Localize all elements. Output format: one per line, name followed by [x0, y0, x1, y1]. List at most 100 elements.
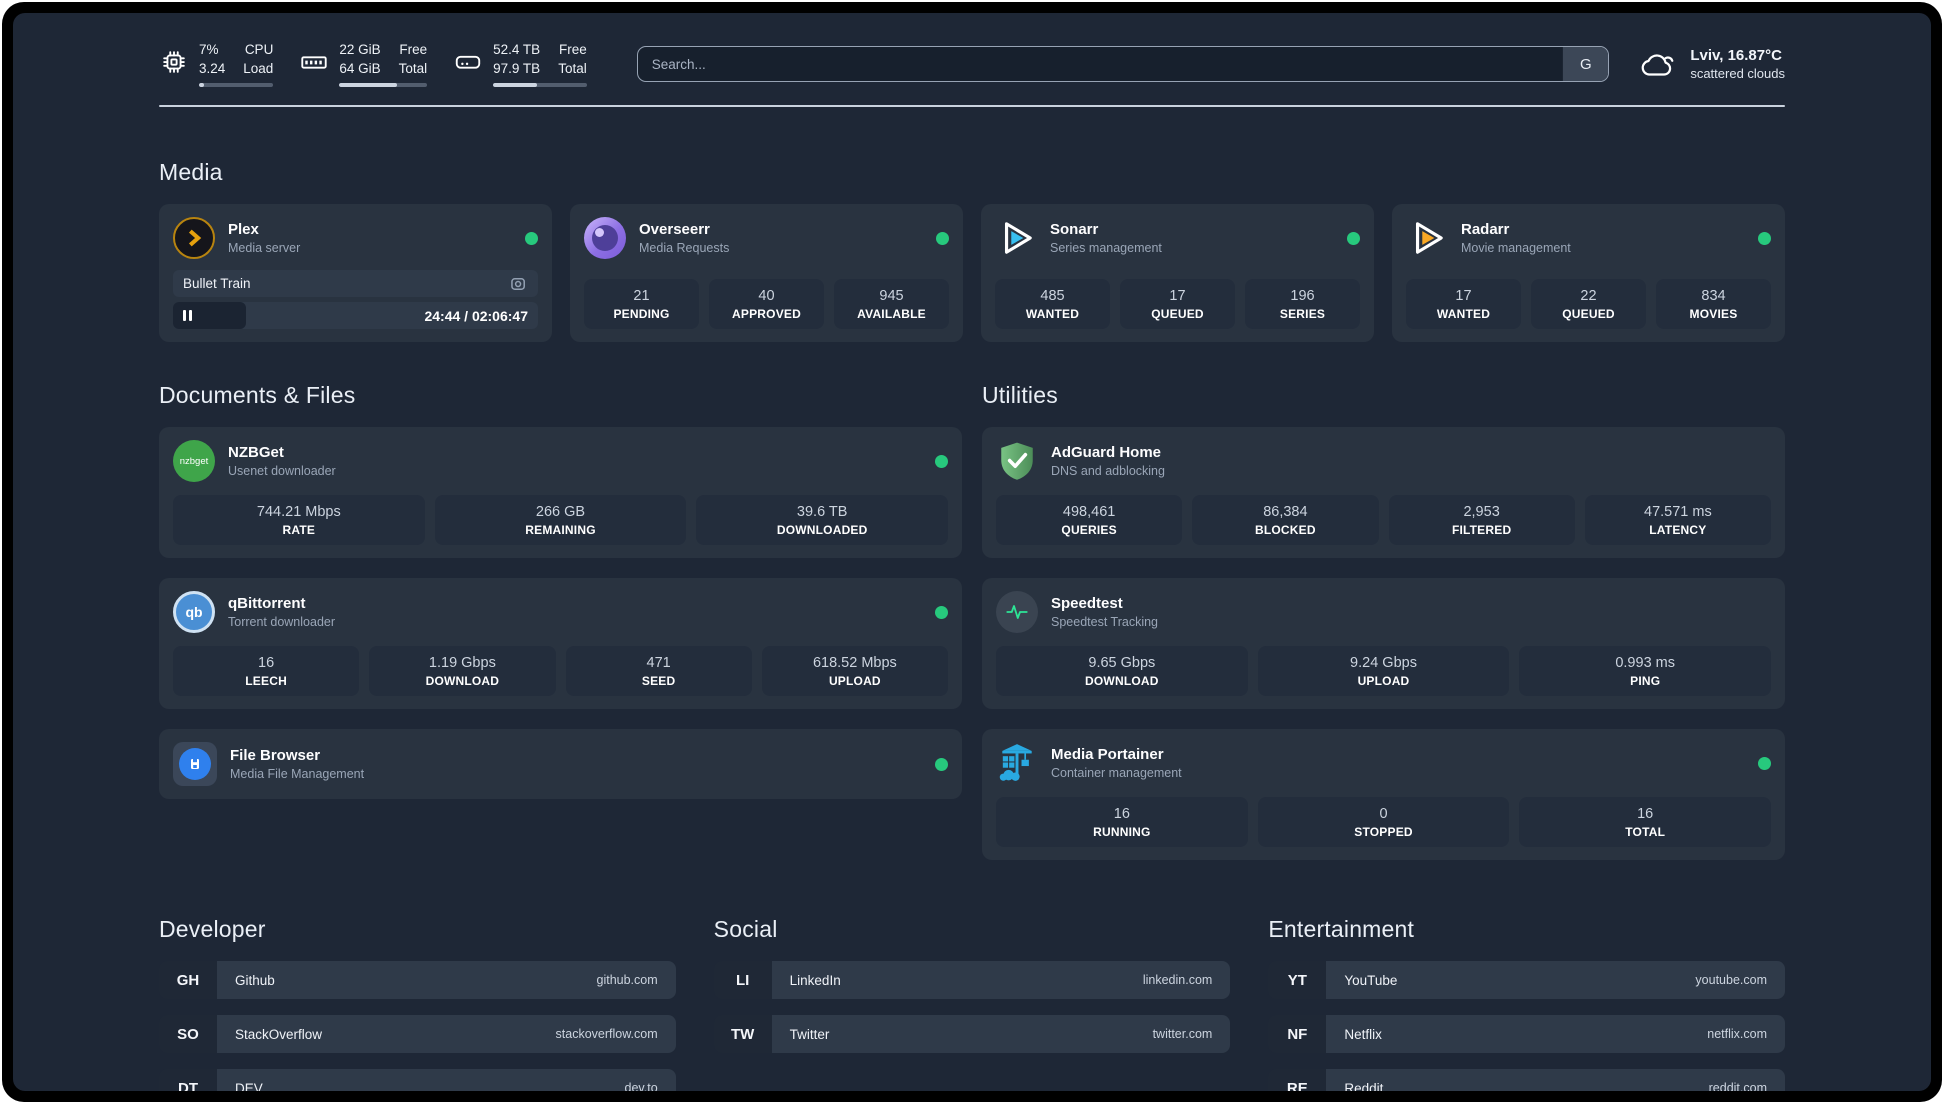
qbittorrent-icon: qb [173, 591, 215, 633]
service-card-portainer[interactable]: Media Portainer Container management 16 R… [982, 729, 1785, 860]
bookmark-name: Reddit [1344, 1080, 1384, 1092]
stat-wanted: 17 WANTED [1406, 279, 1521, 329]
bookmark-abbr: SO [159, 1015, 217, 1053]
memory-total-label: Total [398, 61, 428, 76]
memory-total-value: 64 GiB [339, 61, 381, 76]
bookmark-youtube[interactable]: YT YouTube youtube.com [1268, 961, 1785, 999]
service-card-adguard[interactable]: AdGuard Home DNS and adblocking 498,461 Q… [982, 427, 1785, 558]
bookmark-url: stackoverflow.com [555, 1027, 658, 1041]
bookmark-name: StackOverflow [235, 1026, 323, 1042]
weather-location: Lviv, 16.87°C [1690, 47, 1782, 64]
bookmark-name: LinkedIn [789, 972, 841, 988]
bookmark-abbr: RE [1268, 1069, 1327, 1091]
service-title: Radarr [1461, 221, 1510, 238]
stat-stopped: 0 STOPPED [1257, 797, 1510, 847]
search-input[interactable] [637, 47, 1563, 81]
service-subtitle: Media server [228, 241, 301, 255]
bookmark-name: YouTube [1344, 972, 1398, 988]
stat-queries: 498,461 QUERIES [996, 495, 1183, 545]
stat-available: 945 AVAILABLE [834, 279, 949, 329]
pause-button[interactable] [183, 310, 192, 321]
bookmark-stackoverflow[interactable]: SO StackOverflow stackoverflow.com [159, 1015, 676, 1053]
stat-ping: 0.993 ms PING [1519, 646, 1772, 696]
bookmark-abbr: DT [159, 1069, 217, 1091]
media-grid: Plex Media server Bullet Train 24:44 / 0… [159, 204, 1785, 342]
now-playing-strip: Bullet Train [173, 270, 538, 297]
stat-leech: 16 LEECH [173, 646, 360, 696]
service-card-nzbget[interactable]: nzbget NZBGet Usenet downloader 744.21 M… [159, 427, 962, 558]
cpu-icon [163, 51, 185, 74]
stat-approved: 40 APPROVED [709, 279, 824, 329]
service-card-overseerr[interactable]: Overseerr Media Requests 21 PENDING 40 APP… [570, 204, 963, 342]
playback-progress-fill [173, 302, 246, 329]
bookmark-group-entertainment: Entertainment YT YouTube youtube.com NF N… [1268, 916, 1785, 1091]
status-dot-online [935, 454, 948, 468]
stat-downloaded: 39.6 TB DOWNLOADED [696, 495, 949, 545]
service-subtitle: Media File Management [230, 767, 365, 781]
bookmark-reddit[interactable]: RE Reddit reddit.com [1268, 1069, 1785, 1091]
stat-remaining: 266 GB REMAINING [434, 495, 687, 545]
weather-condition: scattered clouds [1690, 66, 1785, 81]
bookmark-name: Netflix [1344, 1026, 1382, 1042]
stat-total: 16 TOTAL [1519, 797, 1772, 847]
stat-pending: 21 PENDING [584, 279, 699, 329]
service-title: AdGuard Home [1051, 444, 1162, 461]
bookmark-name: Github [235, 972, 275, 988]
stat-series: 196 SERIES [1245, 279, 1360, 329]
topbar-divider [159, 105, 1785, 107]
bookmark-linkedin[interactable]: LI LinkedIn linkedin.com [713, 961, 1231, 999]
service-subtitle: Series management [1050, 241, 1162, 255]
service-subtitle: Movie management [1461, 241, 1571, 255]
status-dot-online [525, 231, 538, 245]
bookmark-url: github.com [596, 973, 658, 987]
stat-wanted: 485 WANTED [995, 279, 1110, 329]
cpu-load-label: Load [243, 61, 274, 76]
service-subtitle: Speedtest Tracking [1051, 615, 1159, 629]
search-provider-button[interactable]: G [1562, 47, 1609, 81]
service-card-radarr[interactable]: Radarr Movie management 17 WANTED 22 QUEUE… [1392, 204, 1785, 342]
disk-free-value: 52.4 TB [493, 42, 541, 58]
cloud-icon [1641, 54, 1674, 76]
disk-icon [455, 56, 481, 69]
cpu-widget: 7% 3.24 CPU Load [159, 41, 274, 87]
memory-progress-bar [339, 82, 428, 87]
bookmark-url: dev.to [624, 1081, 658, 1091]
speedtest-icon [996, 591, 1038, 633]
bookmark-netflix[interactable]: NF Netflix netflix.com [1268, 1015, 1785, 1053]
plex-icon [173, 217, 215, 259]
service-card-plex[interactable]: Plex Media server Bullet Train 24:44 / 0… [159, 204, 552, 342]
bookmark-twitter[interactable]: TW Twitter twitter.com [713, 1015, 1231, 1053]
section-title-developer: Developer [159, 916, 266, 942]
sonarr-icon [1004, 222, 1032, 254]
service-title: Plex [228, 221, 259, 238]
status-dot-online [936, 231, 949, 245]
bookmark-abbr: NF [1268, 1015, 1327, 1053]
service-card-qbittorrent[interactable]: qb qBittorrent Torrent downloader 16 LEEC… [159, 578, 962, 709]
bookmark-github[interactable]: GH Github github.com [159, 961, 676, 999]
service-card-sonarr[interactable]: Sonarr Series management 485 WANTED 17 QUE… [981, 204, 1374, 342]
weather-widget: Lviv, 16.87°C scattered clouds [1639, 47, 1785, 81]
stat-running: 16 RUNNING [996, 797, 1248, 847]
stat-blocked: 86,384 BLOCKED [1192, 495, 1379, 545]
service-title: File Browser [230, 747, 321, 764]
status-dot-online [1758, 756, 1771, 770]
search-bar: G [636, 46, 1610, 82]
service-card-filebrowser[interactable]: File Browser Media File Management [159, 729, 962, 799]
bookmark-url: youtube.com [1695, 973, 1767, 987]
stat-seed: 471 SEED [565, 646, 752, 696]
disk-widget: 52.4 TB 97.9 TB Free Total [453, 41, 587, 87]
bookmark-abbr: LI [713, 961, 772, 999]
status-dot-online [935, 605, 948, 619]
nzbget-icon: nzbget [173, 440, 215, 482]
cpu-load-value: 3.24 [199, 61, 226, 76]
bookmark-dev[interactable]: DT DEV dev.to [159, 1069, 676, 1091]
section-title-social: Social [713, 916, 778, 942]
camera-icon [511, 277, 525, 290]
service-title: Sonarr [1050, 221, 1099, 238]
service-subtitle: DNS and adblocking [1051, 464, 1165, 478]
stat-queued: 22 QUEUED [1531, 279, 1646, 329]
documents-column: nzbget NZBGet Usenet downloader 744.21 M… [159, 427, 962, 860]
service-card-speedtest[interactable]: Speedtest Speedtest Tracking 9.65 Gbps DO… [982, 578, 1785, 709]
section-title-entertainment: Entertainment [1268, 916, 1415, 942]
